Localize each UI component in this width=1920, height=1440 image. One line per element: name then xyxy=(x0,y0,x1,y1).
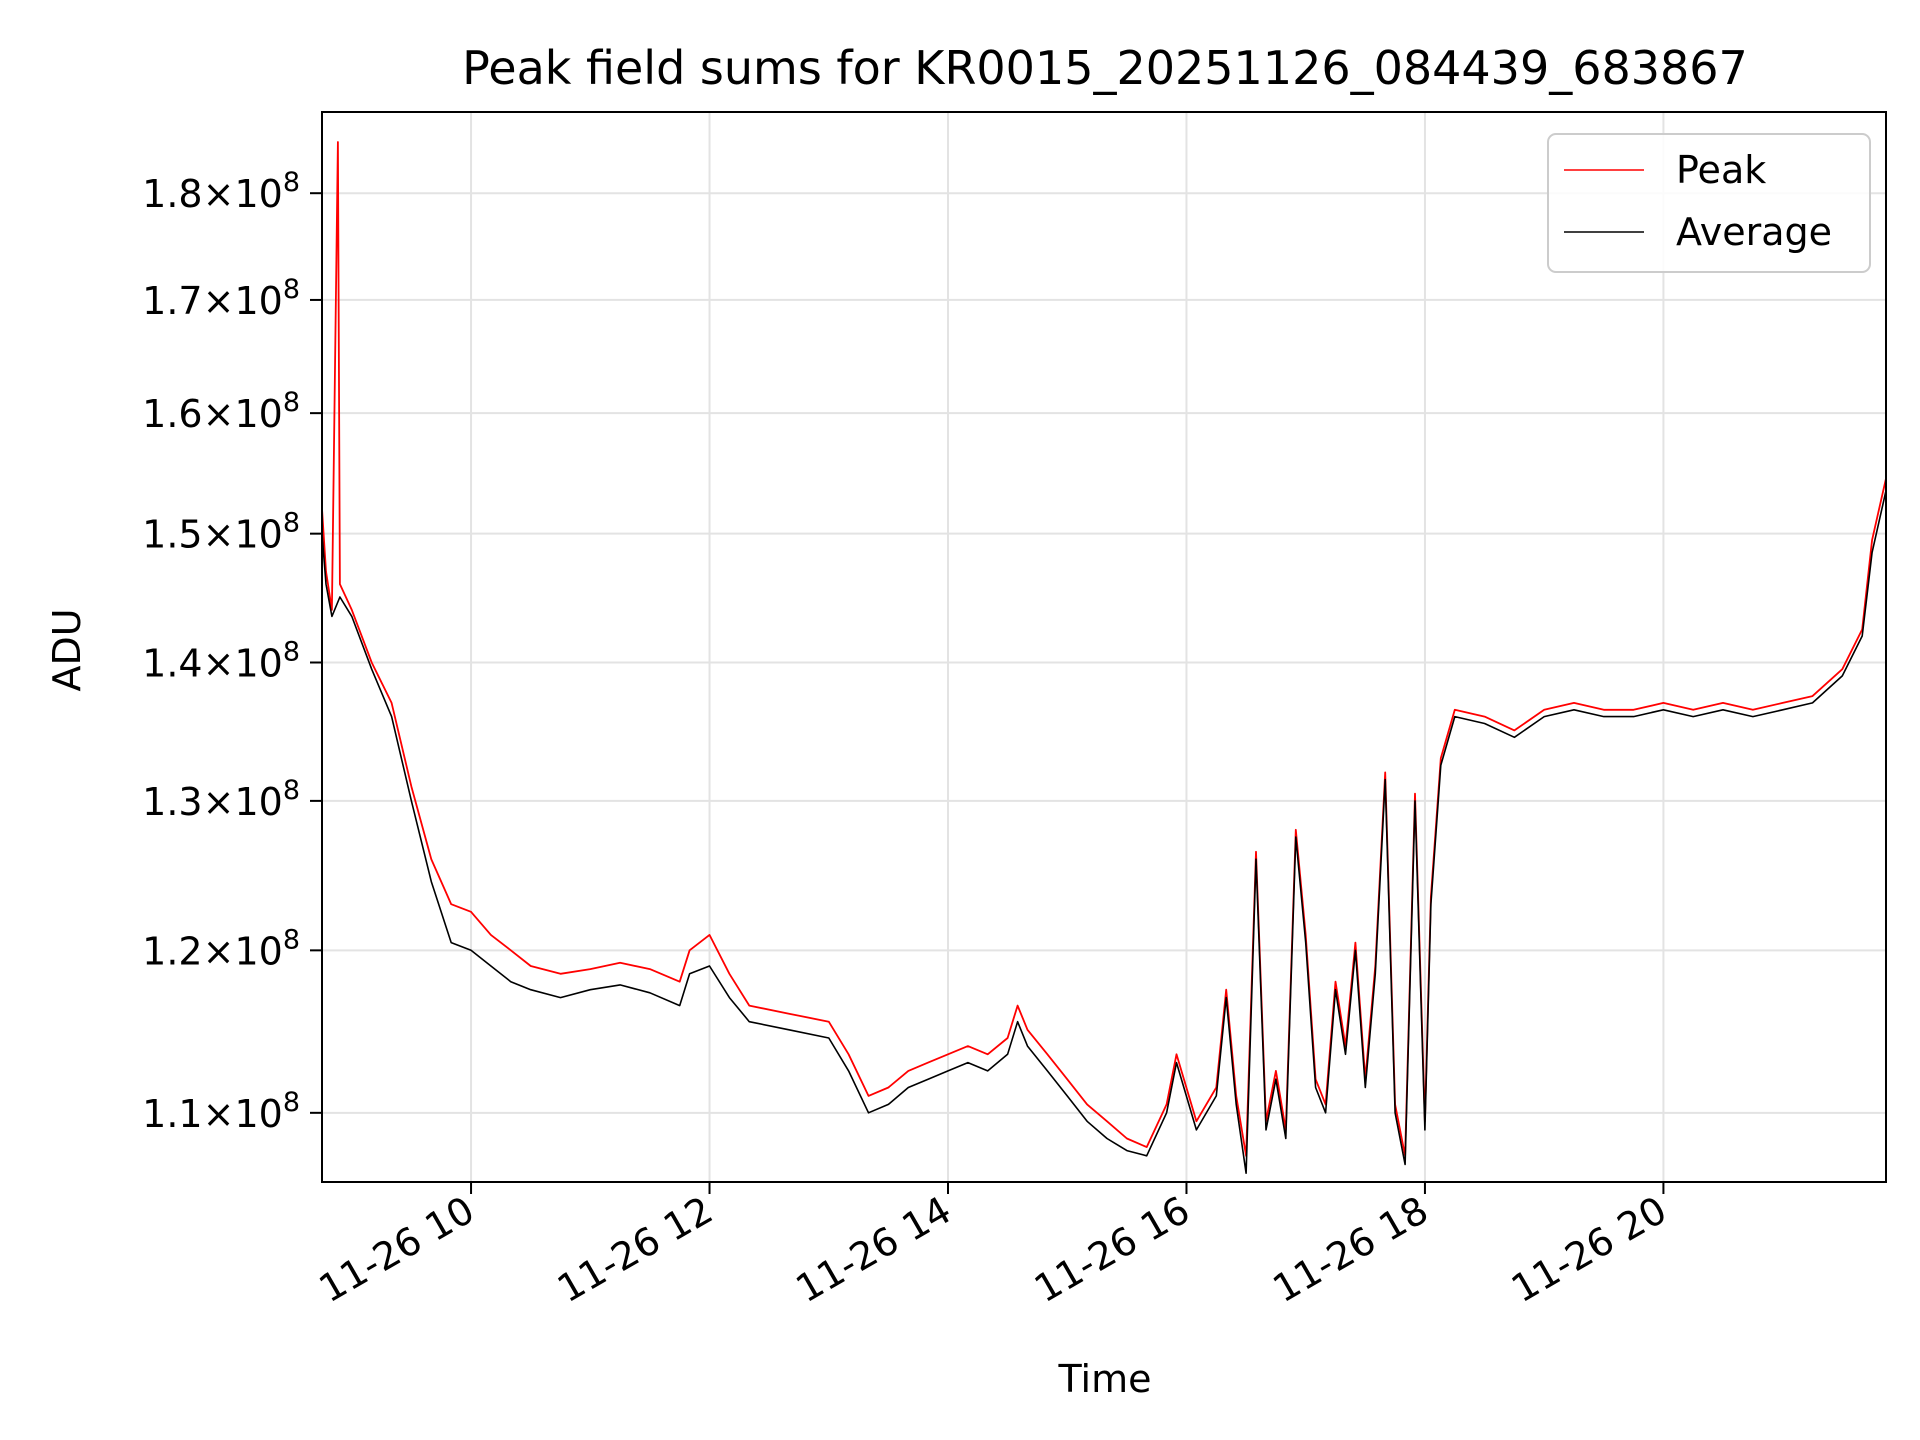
grid xyxy=(322,112,1886,1182)
x-axis-label: Time xyxy=(1058,1357,1152,1401)
y-tick-label: 1.8×108 xyxy=(142,167,300,216)
legend: Peak Average xyxy=(1547,133,1871,273)
y-axis: 1.1×108 1.2×108 1.3×108 1.4×108 1.5×108 1.6×1… xyxy=(142,167,322,1136)
legend-label-average: Average xyxy=(1676,210,1832,254)
y-tick-label: 1.2×108 xyxy=(142,924,300,973)
y-axis-label: ADU xyxy=(45,608,89,691)
y-tick-label: 1.6×108 xyxy=(142,387,300,436)
series-line-average xyxy=(322,490,1886,1174)
chart-title: Peak field sums for KR0015_20251126_0844… xyxy=(462,41,1748,95)
y-tick-label: 1.4×108 xyxy=(142,636,300,685)
y-tick-label: 1.3×108 xyxy=(142,775,300,824)
y-tick-label: 1.7×108 xyxy=(142,274,300,323)
y-tick-label: 1.5×108 xyxy=(142,508,300,557)
series-line-peak xyxy=(322,141,1886,1157)
legend-label-peak: Peak xyxy=(1676,148,1766,192)
series-layer xyxy=(322,141,1886,1174)
plot-frame xyxy=(321,111,1887,1183)
y-tick-label: 1.1×108 xyxy=(142,1087,300,1136)
legend-box xyxy=(1547,133,1871,273)
